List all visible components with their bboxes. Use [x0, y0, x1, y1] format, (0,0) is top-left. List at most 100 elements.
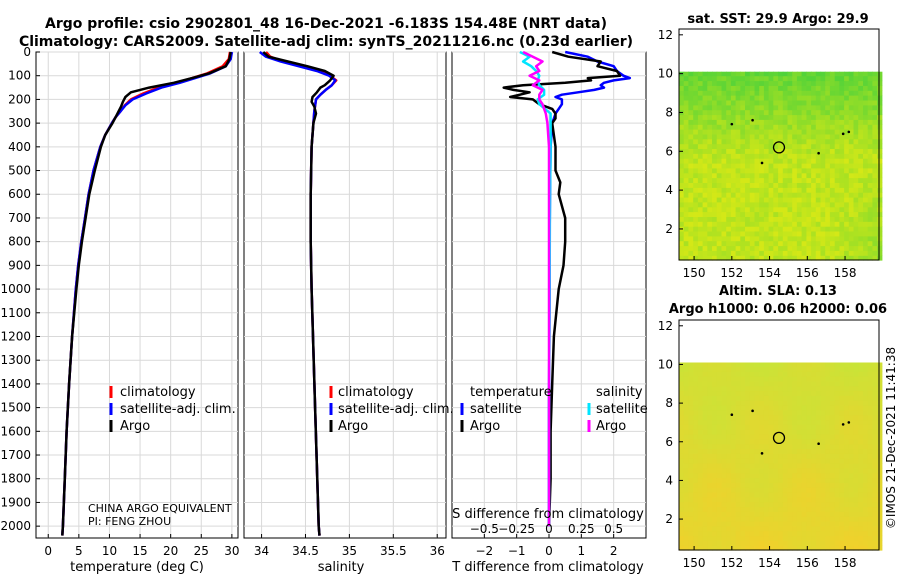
sla-map-cell [863, 477, 869, 483]
sla-map-cell [853, 429, 859, 435]
sst-map-cell [839, 148, 845, 154]
sst-map-cell [844, 95, 850, 101]
sla-map-cell [730, 535, 737, 541]
sst-map-cell [702, 95, 708, 101]
sst-map-cell [721, 148, 727, 154]
sst-map-cell [745, 167, 751, 174]
sla-map-cell [787, 492, 793, 498]
sst-map-cell [735, 158, 741, 164]
sst-map-cell [749, 230, 756, 237]
sla-map-cell [754, 540, 760, 546]
sst-map-cell [839, 250, 845, 256]
sst-map-cell [877, 109, 883, 116]
sla-map-cell [806, 458, 812, 464]
sla-map-cell [749, 400, 756, 406]
sst-map-cell [806, 201, 812, 208]
sla-map-cell [829, 477, 836, 483]
sla-map-cell [801, 511, 807, 517]
sla-map-cell [801, 362, 807, 367]
legend-title-temperature: temperature [470, 385, 552, 400]
sst-map-cell [815, 143, 822, 149]
sst-map-cell [829, 226, 836, 232]
sla-map-cell [702, 467, 708, 474]
sst-map-cell [796, 104, 803, 111]
sla-map-cell [811, 472, 817, 479]
sla-map-cell [745, 448, 751, 454]
sst-map-cell [716, 250, 722, 256]
sla-map-cell [787, 438, 793, 445]
sst-map-cell [825, 109, 831, 116]
sla-map-cell [679, 419, 685, 425]
sla-map-cell [815, 487, 822, 493]
sst-map-cell [740, 235, 746, 242]
sst-map-cell [754, 250, 760, 256]
sla-map-cell [716, 535, 722, 541]
sla-map-cell [697, 472, 704, 479]
sla-map-cell [801, 482, 807, 488]
sla-map-cell [877, 362, 883, 367]
sst-map-cell [745, 95, 751, 101]
sla-map-cell [787, 380, 793, 387]
sst-map-cell [811, 75, 817, 82]
sst-map-cell [853, 158, 859, 164]
sst-map-cell [721, 119, 727, 125]
sla-map-cell [834, 371, 840, 377]
sst-map-cell [872, 75, 878, 82]
sla-map-cell [834, 380, 840, 387]
sla-map-cell [848, 448, 855, 454]
sla-map-cell [782, 472, 789, 479]
sla-map-cell [792, 530, 798, 537]
sla-map-cell [735, 362, 741, 367]
sla-map-cell [693, 516, 699, 522]
sla-map-cell [759, 395, 765, 401]
sst-map-cell [745, 109, 751, 116]
sla-map-cell [735, 477, 741, 483]
sst-map-cell [839, 230, 845, 237]
sla-map-cell [693, 443, 699, 450]
sla-map-cell [754, 443, 760, 450]
sst-map-cell [863, 71, 869, 77]
sla-map-cell [768, 409, 774, 416]
sla-map-cell [801, 525, 807, 532]
sst-map-cell [740, 196, 746, 203]
sla-map-cell [688, 525, 694, 532]
depth-tick-label: 1800 [0, 472, 31, 486]
sst-island-mark [760, 161, 764, 165]
sst-map-cell [763, 167, 770, 174]
sla-map-cell [829, 516, 836, 522]
sst-map-cell [740, 109, 746, 116]
sla-map-cell [796, 395, 803, 401]
sst-map-cell [815, 240, 822, 247]
sla-map-cell [730, 380, 737, 387]
sla-map-cell [829, 506, 836, 512]
sla-map-cell [773, 530, 779, 537]
sst-map-cell [773, 245, 779, 251]
sst-map-cell [721, 230, 727, 237]
sla-map-cell [683, 525, 689, 532]
sst-map-cell [683, 143, 689, 149]
sst-map-cell [867, 230, 873, 237]
sst-map-cell [839, 85, 845, 91]
sla-map-cell [679, 467, 685, 474]
sla-map-cell [806, 477, 812, 483]
sst-map-cell [773, 119, 779, 125]
sla-map-cell [872, 496, 878, 503]
sla-map-cell [782, 545, 789, 551]
sla-map-cell [801, 477, 807, 483]
sla-map-cell [716, 395, 722, 401]
sst-map-cell [679, 114, 685, 120]
sst-map-cell [712, 192, 718, 198]
sst-map-cell [754, 192, 760, 198]
sst-map-cell [735, 192, 741, 198]
sla-map-cell [844, 540, 850, 546]
depth-tick-label: 1200 [0, 329, 31, 343]
sst-map-cell [801, 206, 807, 213]
sla-map-cell [877, 477, 883, 483]
sla-map-cell [726, 390, 732, 396]
sla-map-cell [759, 535, 765, 541]
sst-map-cell [716, 240, 722, 247]
sla-map-cell [754, 530, 760, 537]
sla-map-cell [815, 467, 822, 474]
sla-map-cell [745, 414, 751, 421]
sst-map-cell [834, 196, 840, 203]
